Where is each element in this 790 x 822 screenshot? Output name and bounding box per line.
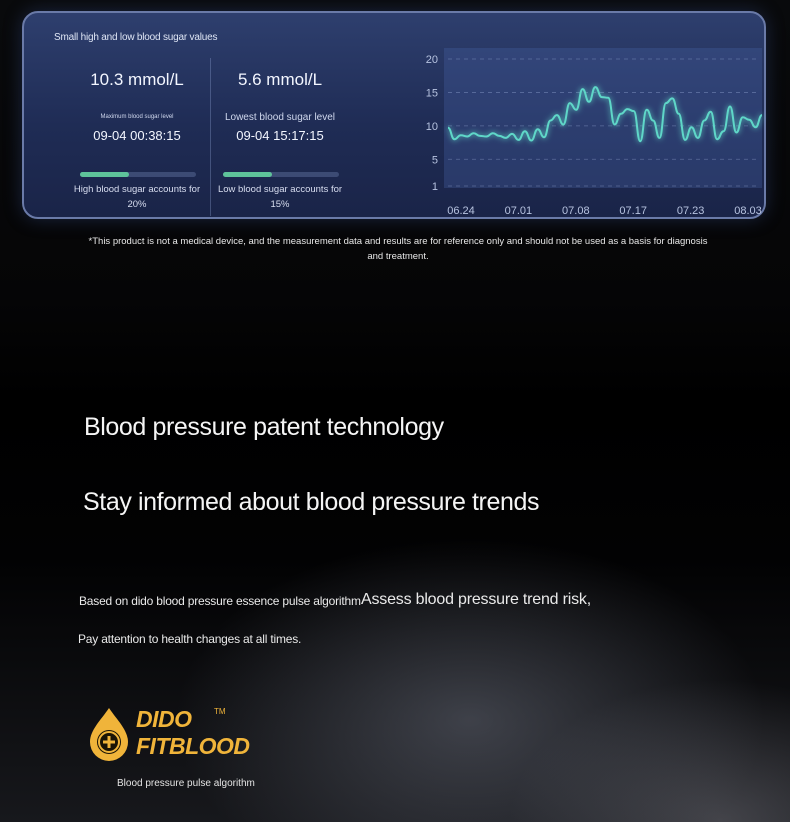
high-sugar-percent: 20% bbox=[127, 199, 147, 210]
low-sugar-percent: 15% bbox=[270, 199, 290, 210]
algorithm-tagline: Blood pressure pulse algorithm bbox=[117, 778, 255, 789]
max-blood-sugar-card: 10.3 mmol/L Maximum blood sugar level 09… bbox=[68, 58, 206, 216]
min-blood-sugar-label: Lowest blood sugar level bbox=[224, 112, 336, 123]
chart-plot-area bbox=[444, 48, 762, 188]
max-blood-sugar-time: 09-04 00:38:15 bbox=[93, 128, 181, 143]
panel-title: Small high and low blood sugar values bbox=[54, 32, 218, 43]
logo-word-dido: DIDO bbox=[136, 706, 192, 732]
min-blood-sugar-time: 09-04 15:17:15 bbox=[236, 128, 324, 143]
blood-drop-plus-icon bbox=[90, 708, 128, 761]
y-tick-label: 5 bbox=[432, 154, 438, 166]
algorithm-description: Based on dido blood pressure essence pul… bbox=[79, 594, 361, 608]
trend-risk-text: Assess blood pressure trend risk, bbox=[361, 591, 591, 608]
x-tick-label: 07.17 bbox=[619, 205, 647, 217]
x-tick-label: 06.24 bbox=[447, 205, 475, 217]
blood-sugar-trend-chart: 20 15 10 5 1 06.24 07.01 07.08 07.17 07.23 08.03 bbox=[426, 48, 763, 217]
max-blood-sugar-label: Maximum blood sugar level bbox=[100, 114, 174, 120]
y-tick-label: 1 bbox=[432, 181, 438, 193]
low-sugar-bar bbox=[223, 172, 339, 177]
low-sugar-caption-text: Low blood sugar accounts for bbox=[217, 184, 343, 195]
min-blood-sugar-value: 5.6 mmol/L bbox=[237, 70, 323, 89]
low-sugar-caption: Low blood sugar accounts for 15% bbox=[211, 182, 349, 212]
headline-trends: Stay informed about blood pressure trend… bbox=[83, 488, 540, 516]
x-tick-label: 07.01 bbox=[505, 205, 533, 217]
high-sugar-caption-text: High blood sugar accounts for bbox=[73, 184, 201, 195]
disclaimer-line-2: and treatment. bbox=[367, 251, 429, 262]
logo-word-fitblood: FITBLOOD bbox=[136, 733, 250, 759]
x-tick-label: 07.08 bbox=[562, 205, 590, 217]
x-tick-label: 07.23 bbox=[677, 205, 705, 217]
disclaimer-line-1: *This product is not a medical device, a… bbox=[88, 236, 708, 247]
medical-disclaimer: *This product is not a medical device, a… bbox=[80, 234, 716, 264]
high-sugar-bar bbox=[80, 172, 196, 177]
headline-patent-technology: Blood pressure patent technology bbox=[84, 413, 444, 441]
y-tick-label: 10 bbox=[426, 121, 438, 133]
x-tick-label: 08.03 bbox=[734, 205, 762, 217]
blood-sugar-panel: Small high and low blood sugar values 10… bbox=[22, 11, 766, 219]
high-sugar-bar-fill bbox=[80, 172, 129, 177]
max-blood-sugar-value: 10.3 mmol/L bbox=[90, 70, 184, 89]
low-sugar-bar-fill bbox=[223, 172, 272, 177]
trademark-mark: TM bbox=[214, 707, 226, 716]
y-tick-label: 20 bbox=[426, 54, 438, 66]
y-tick-label: 15 bbox=[426, 87, 438, 99]
blood-sugar-series-line bbox=[447, 86, 763, 143]
high-sugar-caption: High blood sugar accounts for 20% bbox=[68, 182, 206, 212]
health-changes-text: Pay attention to health changes at all t… bbox=[78, 632, 302, 646]
min-blood-sugar-card: 5.6 mmol/L Lowest blood sugar level 09-0… bbox=[210, 58, 349, 216]
